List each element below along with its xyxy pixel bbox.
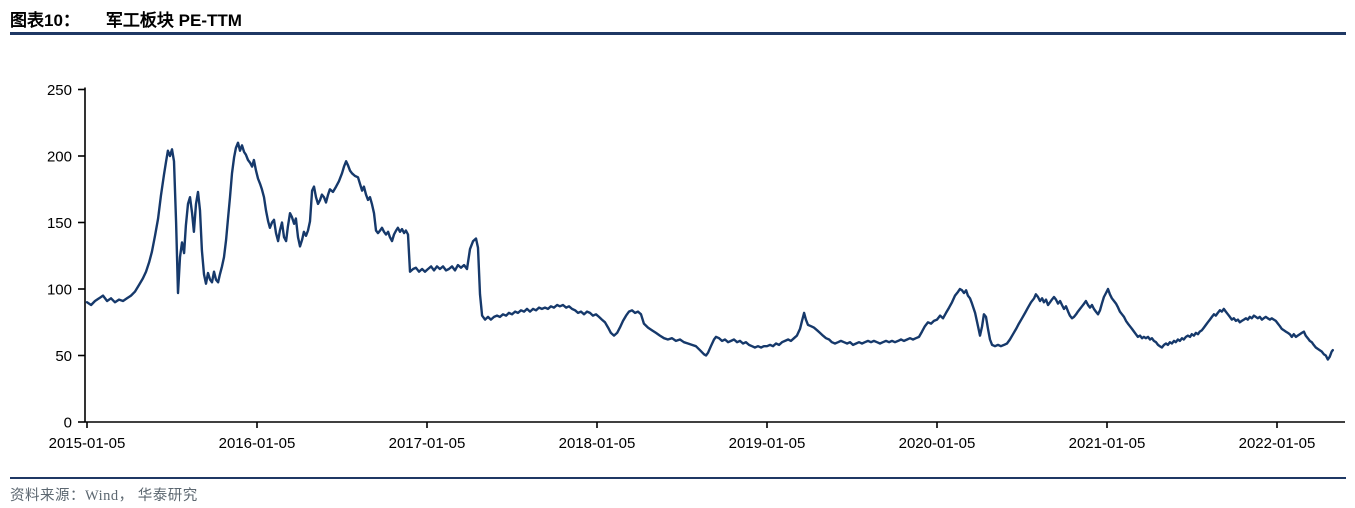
y-tick-label: 0 [64, 415, 72, 432]
y-tick-label: 200 [47, 149, 72, 166]
title-divider [10, 32, 1346, 35]
figure-number: 图表10： [10, 11, 80, 30]
x-tick-label: 2021-01-05 [1069, 435, 1146, 452]
figure-name: 军工板块 PE-TTM [105, 11, 242, 30]
footer-divider [10, 477, 1346, 479]
x-tick-label: 2017-01-05 [389, 435, 466, 452]
figure-title: 图表10： 军工板块 PE-TTM [10, 6, 242, 31]
pe-line-chart: 0 50 100 150 200 250 2015-01-05 2016-01-05 2017-… [0, 60, 1355, 460]
x-tick-label: 2019-01-05 [729, 435, 806, 452]
y-tick-label: 150 [47, 215, 72, 232]
x-tick-label: 2016-01-05 [219, 435, 296, 452]
y-tick-label: 50 [55, 348, 72, 365]
y-tick-label: 250 [47, 82, 72, 99]
source-note: 资料来源：Wind， 华泰研究 [10, 488, 198, 504]
x-tick-label: 2022-01-05 [1239, 435, 1316, 452]
pe-ttm-series-line [85, 141, 1335, 361]
y-tick-label: 100 [47, 282, 72, 299]
x-tick-label: 2015-01-05 [49, 435, 126, 452]
chart-svg: 0 50 100 150 200 250 2015-01-05 2016-01-05 2017-… [47, 82, 1345, 452]
x-tick-label: 2018-01-05 [559, 435, 636, 452]
x-tick-label: 2020-01-05 [899, 435, 976, 452]
